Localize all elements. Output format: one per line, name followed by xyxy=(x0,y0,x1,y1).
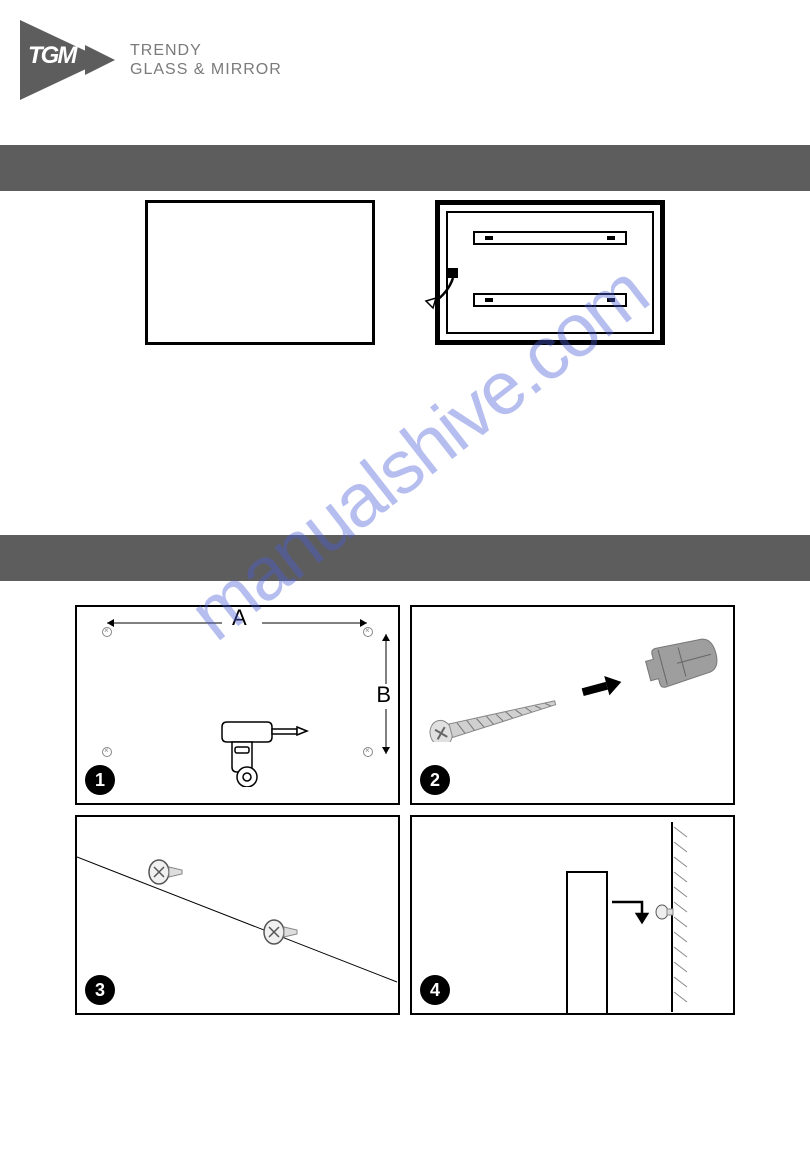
wall-screw-icon xyxy=(262,917,302,952)
step-4: 4 xyxy=(410,815,735,1015)
arrow-icon xyxy=(577,672,627,702)
mirror-front-diagram xyxy=(145,200,375,345)
drill-icon xyxy=(217,707,312,787)
step-2: 2 xyxy=(410,605,735,805)
logo-mark: TGM xyxy=(28,42,75,70)
mirror-back-diagram xyxy=(435,200,665,345)
bracket-top xyxy=(473,231,627,245)
dimension-a-label: A xyxy=(232,605,247,631)
cable-icon xyxy=(418,263,478,323)
wall-screw-icon xyxy=(147,857,187,892)
section-bar-1 xyxy=(0,145,810,191)
hook-arrow-icon xyxy=(612,902,647,922)
logo-text: TRENDY GLASS & MIRROR xyxy=(130,41,282,79)
logo-line2: GLASS & MIRROR xyxy=(130,60,282,79)
installation-steps: A B 1 xyxy=(75,605,735,1015)
step-4-number: 4 xyxy=(420,975,450,1005)
bracket-bottom xyxy=(473,293,627,307)
section-bar-2 xyxy=(0,535,810,581)
dimension-b-label: B xyxy=(376,682,391,708)
logo: TGM TRENDY GLASS & MIRROR xyxy=(20,20,282,100)
step-3-number: 3 xyxy=(85,975,115,1005)
step-1-number: 1 xyxy=(85,765,115,795)
logo-line1: TRENDY xyxy=(130,41,282,60)
step-3: 3 xyxy=(75,815,400,1015)
product-diagrams xyxy=(0,200,810,345)
anchor-icon xyxy=(637,627,727,697)
wall-screw-icon xyxy=(656,905,673,919)
screw-icon xyxy=(427,692,577,742)
step-1: A B 1 xyxy=(75,605,400,805)
step-2-number: 2 xyxy=(420,765,450,795)
